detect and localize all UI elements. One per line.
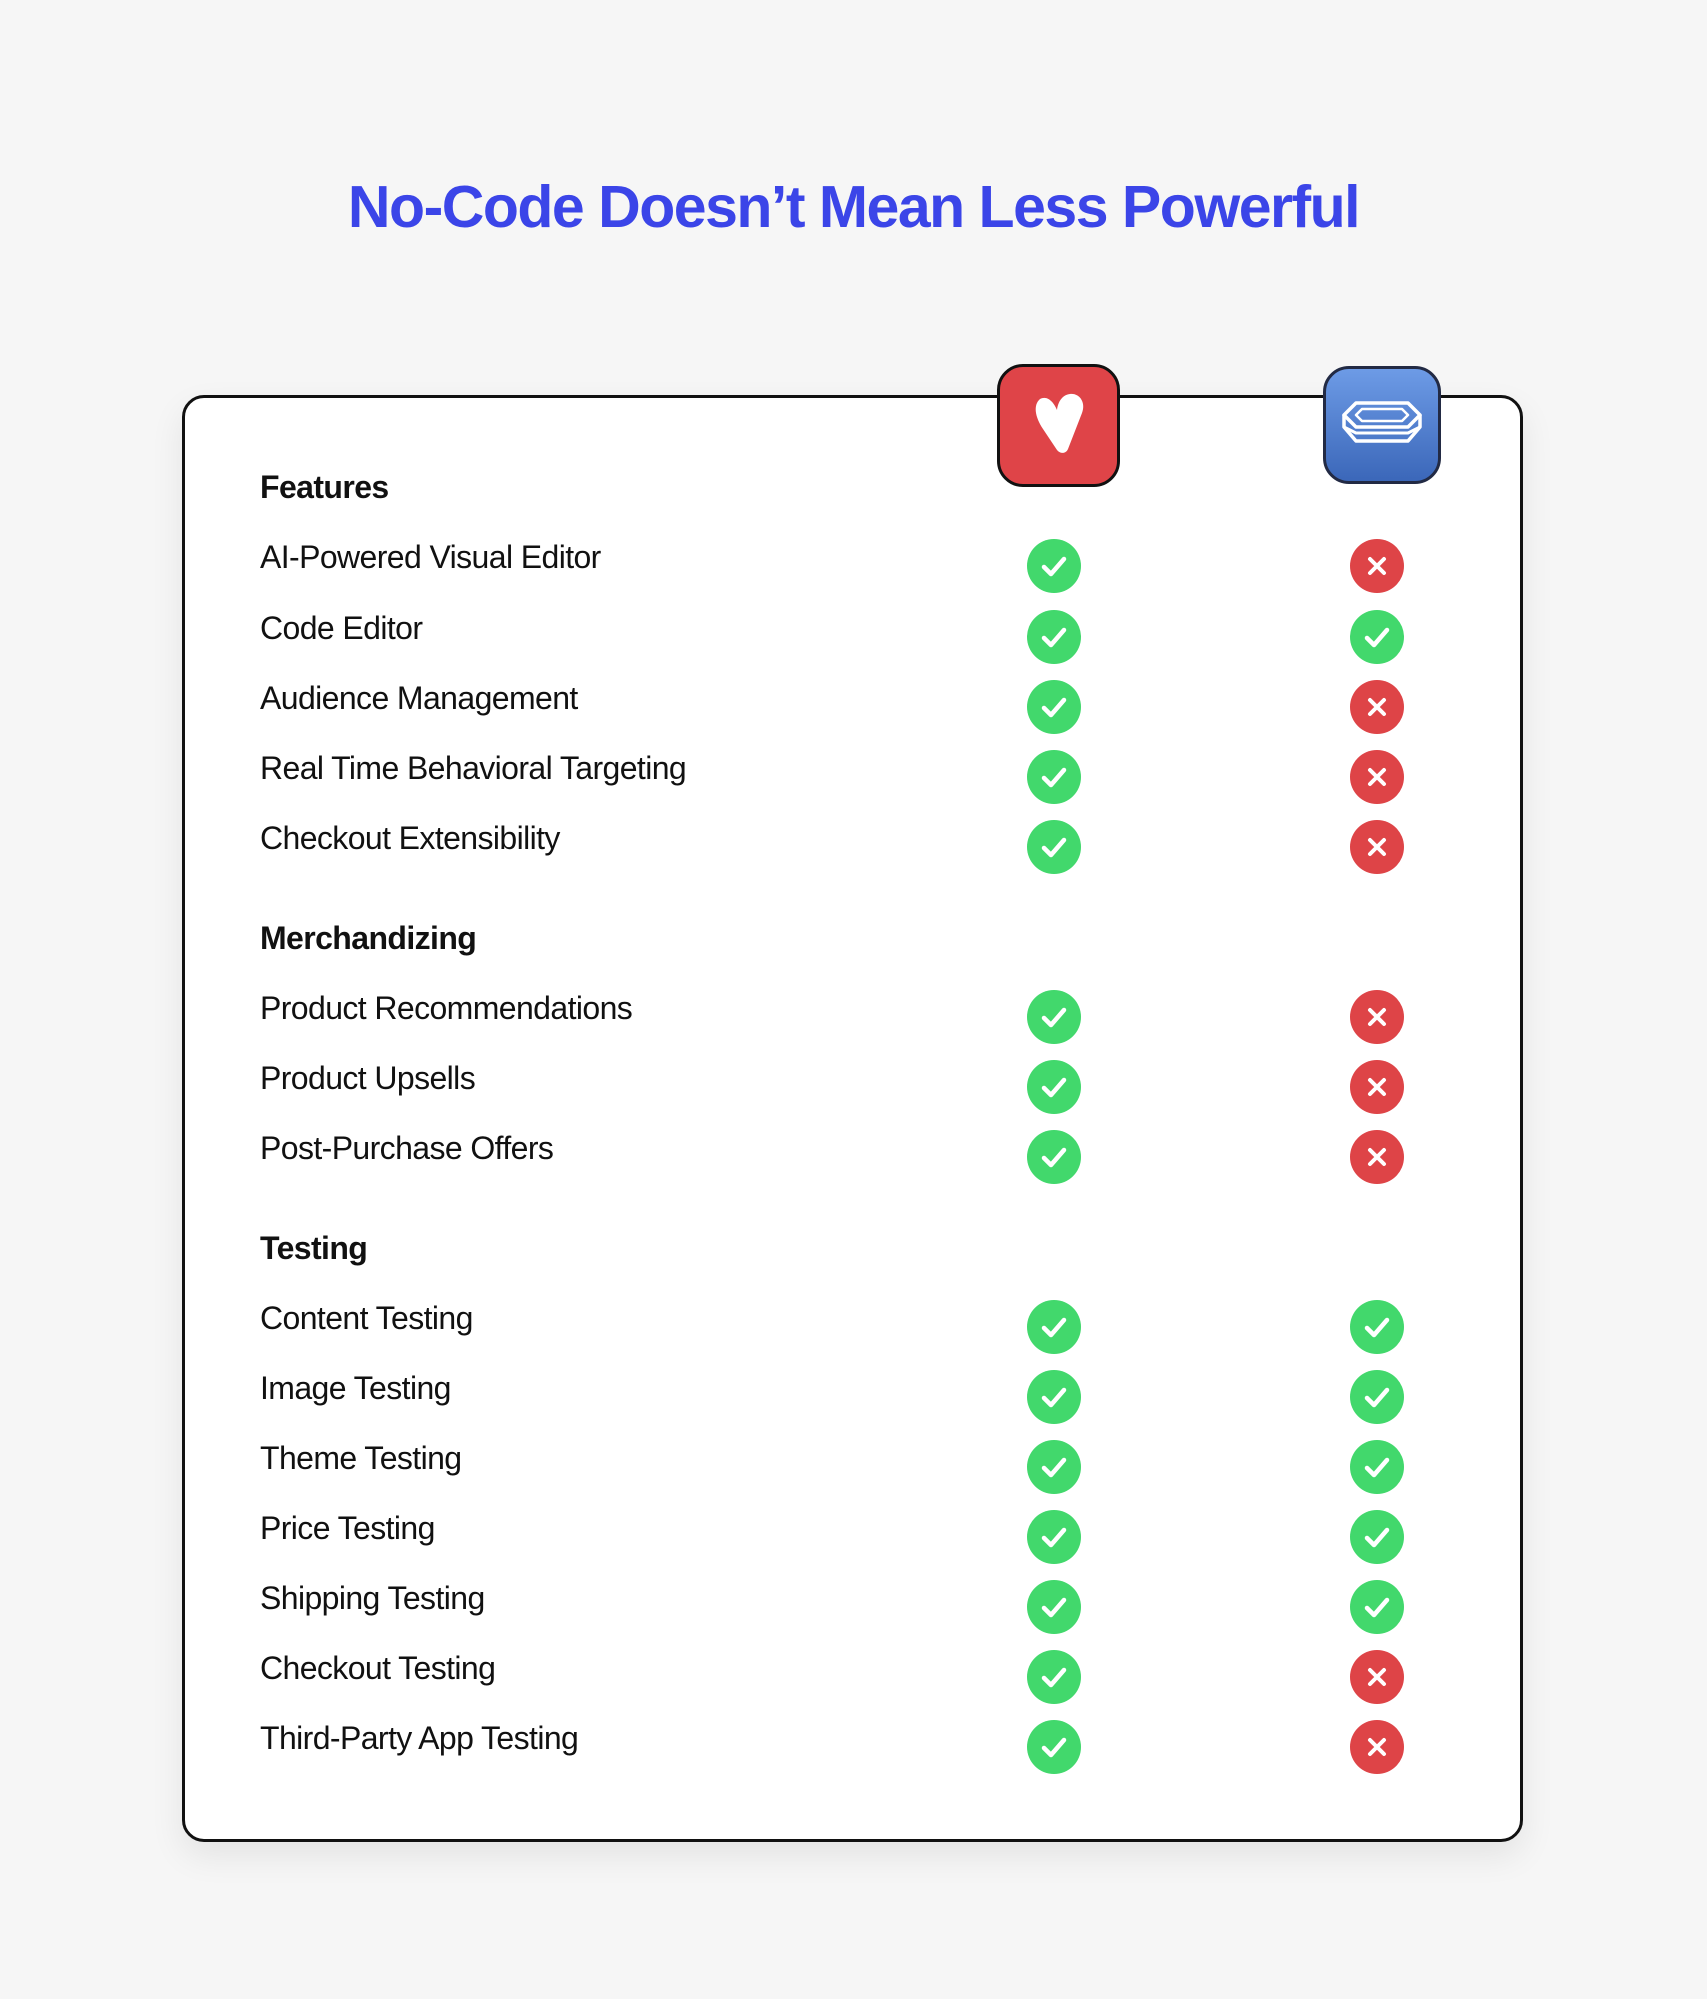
check-icon <box>1027 750 1081 804</box>
table-row: Product Upsells <box>0 1048 1707 1114</box>
check-icon <box>1027 1130 1081 1184</box>
row-label: Product Recommendations <box>260 990 633 1026</box>
row-label: Post-Purchase Offers <box>260 1130 554 1166</box>
table-row: Checkout Extensibility <box>0 808 1707 874</box>
table-row: Content Testing <box>0 1288 1707 1354</box>
row-label: Checkout Extensibility <box>260 820 560 856</box>
table-row: Code Editor <box>0 598 1707 664</box>
check-icon <box>1027 1060 1081 1114</box>
row-label: Third-Party App Testing <box>260 1720 579 1756</box>
cross-icon <box>1350 990 1404 1044</box>
check-icon <box>1027 1580 1081 1634</box>
table-row: Third-Party App Testing <box>0 1708 1707 1774</box>
table-row: Real Time Behavioral Targeting <box>0 738 1707 804</box>
section-title-testing: Testing <box>260 1230 368 1266</box>
cross-icon <box>1350 1650 1404 1704</box>
check-icon <box>1027 1720 1081 1774</box>
row-label: Theme Testing <box>260 1440 462 1476</box>
check-icon <box>1027 1510 1081 1564</box>
row-label: Product Upsells <box>260 1060 476 1096</box>
check-icon <box>1027 990 1081 1044</box>
check-icon <box>1350 1300 1404 1354</box>
row-label: Real Time Behavioral Targeting <box>260 750 687 786</box>
cross-icon <box>1350 1060 1404 1114</box>
row-label: Shipping Testing <box>260 1580 485 1616</box>
section-title-features: Features <box>260 469 389 505</box>
comparison-card <box>182 395 1523 1842</box>
table-row: Audience Management <box>0 668 1707 734</box>
check-icon <box>1350 1370 1404 1424</box>
cross-icon <box>1350 820 1404 874</box>
table-row: AI-Powered Visual Editor <box>0 527 1707 593</box>
table-row: Checkout Testing <box>0 1638 1707 1704</box>
check-icon <box>1350 1440 1404 1494</box>
row-label: Image Testing <box>260 1370 451 1406</box>
check-icon <box>1027 1650 1081 1704</box>
row-label: Content Testing <box>260 1300 473 1336</box>
v-logo-icon <box>997 364 1120 487</box>
row-label: Checkout Testing <box>260 1650 496 1686</box>
cross-icon <box>1350 539 1404 593</box>
row-label: AI-Powered Visual Editor <box>260 539 601 575</box>
table-row: Product Recommendations <box>0 978 1707 1044</box>
row-label: Price Testing <box>260 1510 435 1546</box>
cross-icon <box>1350 750 1404 804</box>
page-title: No-Code Doesn’t Mean Less Powerful <box>347 174 1361 240</box>
check-icon <box>1350 610 1404 664</box>
table-row: Shipping Testing <box>0 1568 1707 1634</box>
table-row: Image Testing <box>0 1358 1707 1424</box>
check-icon <box>1027 539 1081 593</box>
cross-icon <box>1350 680 1404 734</box>
cross-icon <box>1350 1720 1404 1774</box>
check-icon <box>1350 1580 1404 1634</box>
stacked-layers-logo-icon <box>1323 366 1441 484</box>
check-icon <box>1027 1300 1081 1354</box>
table-row: Post-Purchase Offers <box>0 1118 1707 1184</box>
row-label: Code Editor <box>260 610 423 646</box>
section-title-merchandizing: Merchandizing <box>260 920 477 956</box>
check-icon <box>1027 1440 1081 1494</box>
check-icon <box>1027 610 1081 664</box>
table-row: Price Testing <box>0 1498 1707 1564</box>
cross-icon <box>1350 1130 1404 1184</box>
table-row: Theme Testing <box>0 1428 1707 1494</box>
check-icon <box>1350 1510 1404 1564</box>
check-icon <box>1027 820 1081 874</box>
row-label: Audience Management <box>260 680 578 716</box>
check-icon <box>1027 1370 1081 1424</box>
check-icon <box>1027 680 1081 734</box>
